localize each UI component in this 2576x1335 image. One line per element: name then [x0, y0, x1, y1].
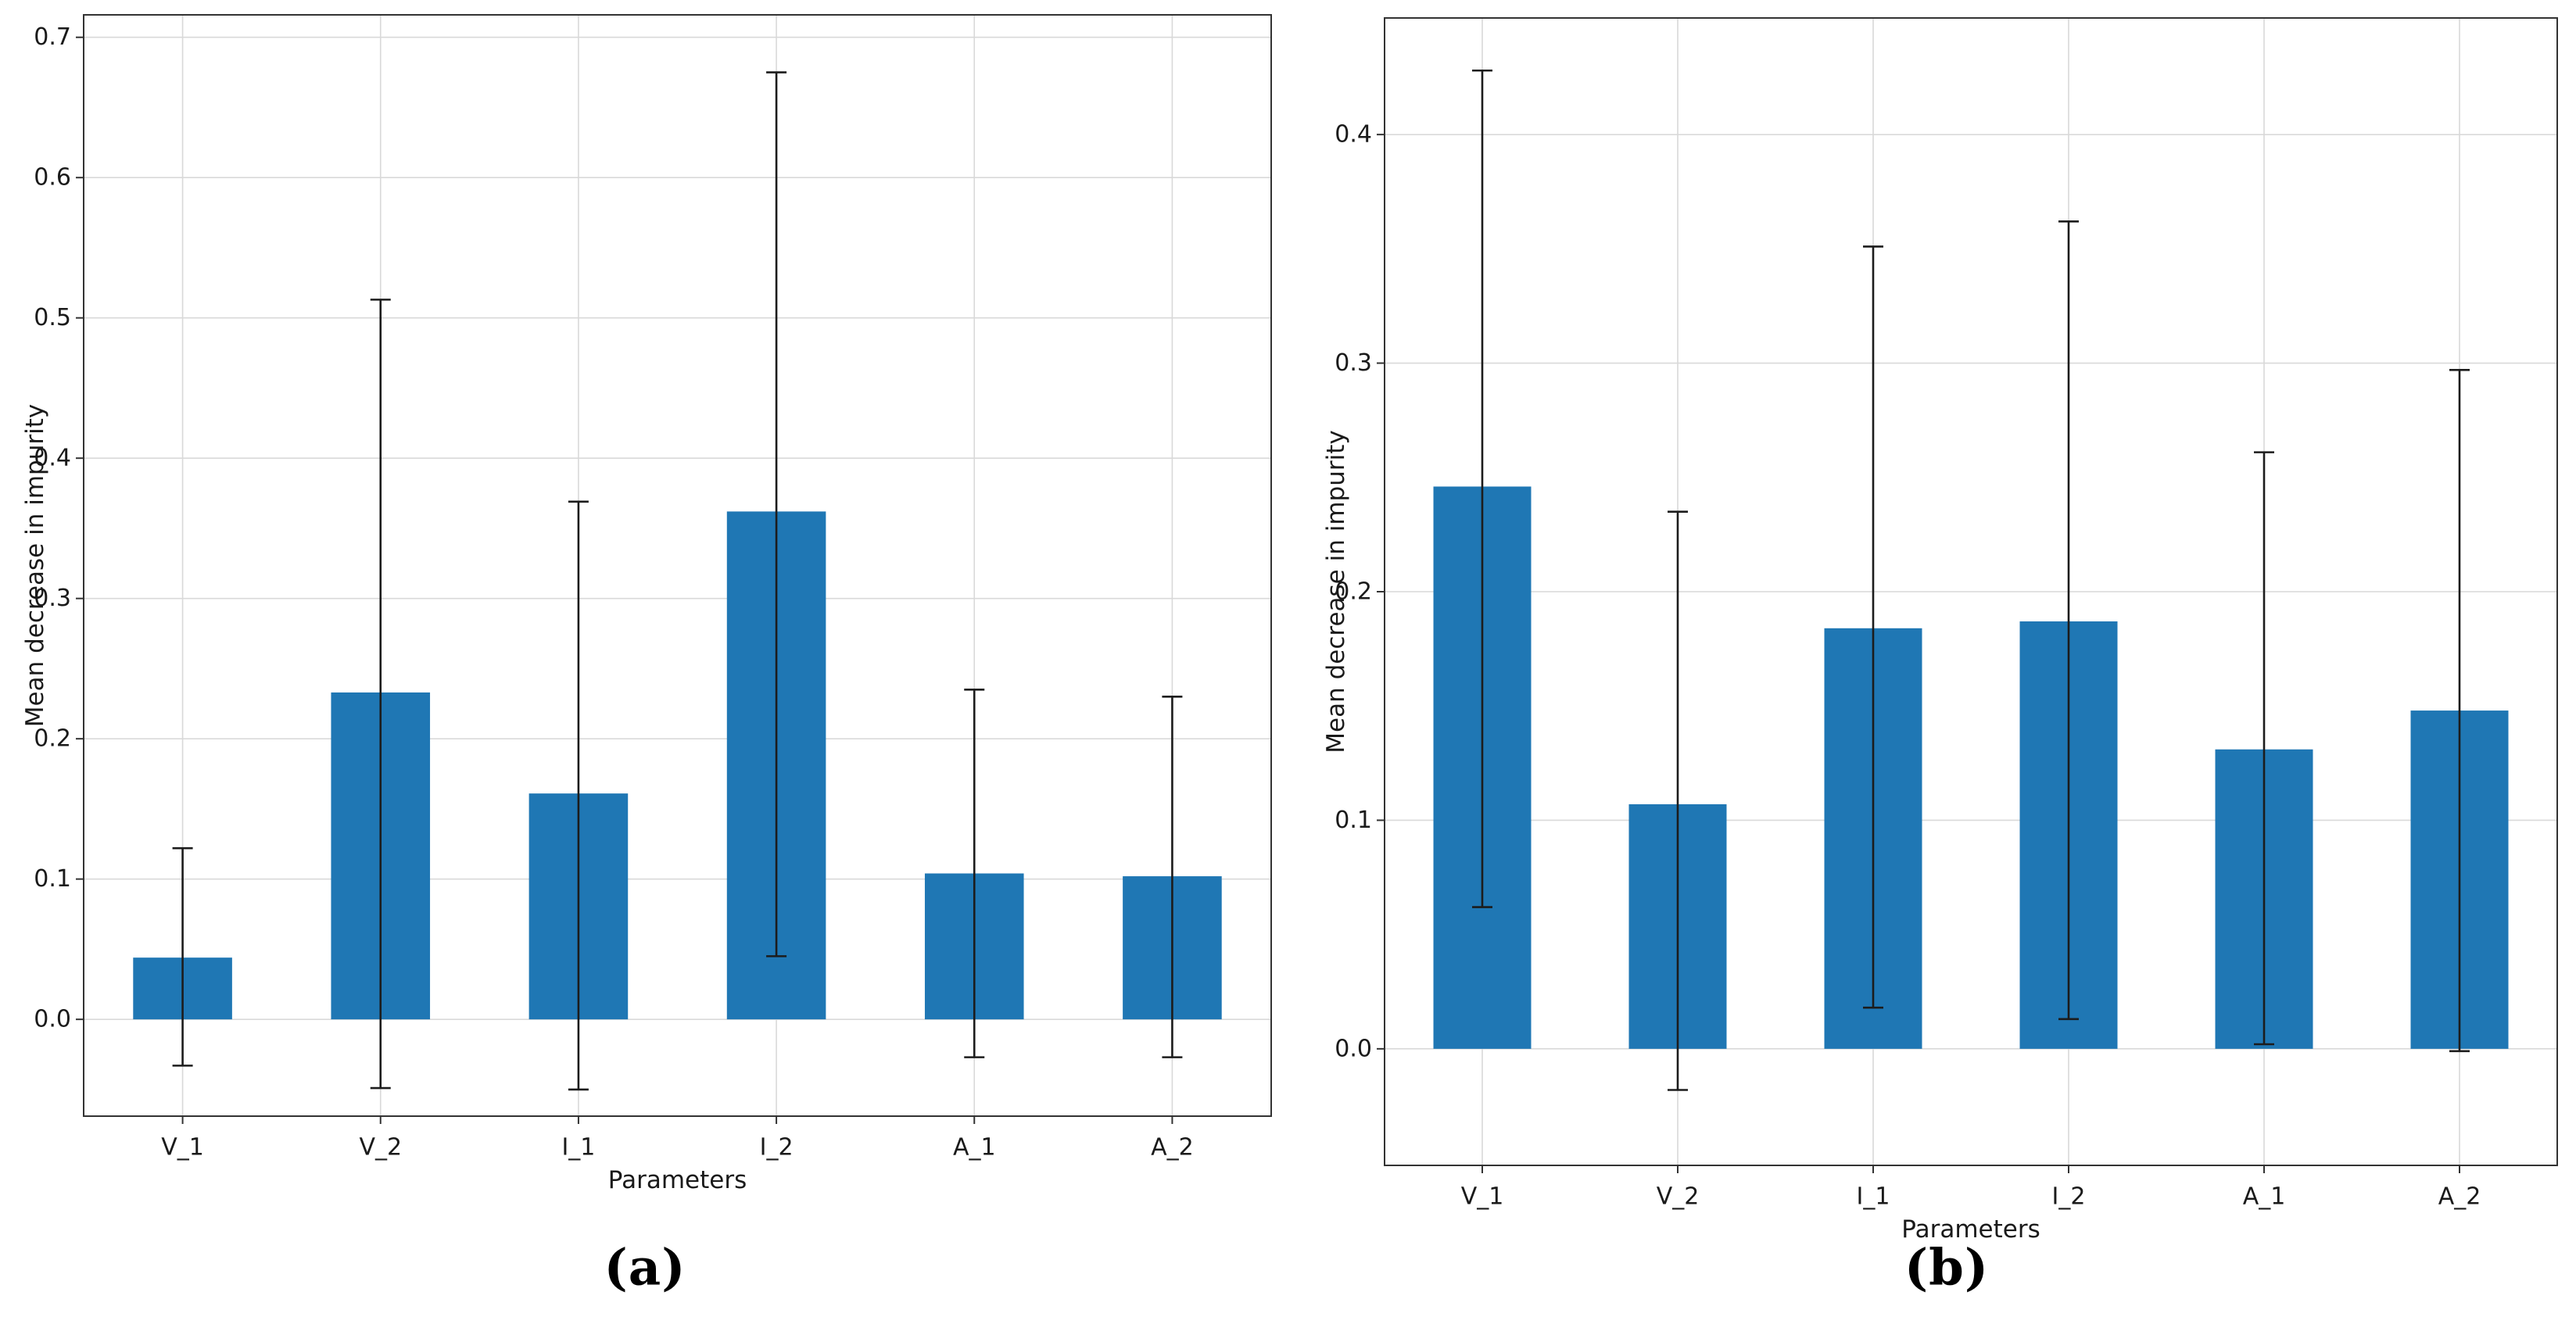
ytick-label: 0.2	[1335, 578, 1372, 606]
xtick-label-V_2: V_2	[359, 1134, 402, 1161]
xtick-label-V_1: V_1	[1461, 1183, 1504, 1211]
tick-labels-a: 0.0 0.1 0.2 0.3 0.4 0.5 0.6 0.7 V_1 V_2 I_1 I_2 A_1 A…	[34, 23, 1193, 1161]
xtick-label-I_2: I_2	[760, 1134, 794, 1161]
ytick-label: 0.2	[34, 725, 71, 753]
ytick-label: 0.0	[34, 1006, 71, 1033]
panel-b: 0.0 0.1 0.2 0.3 0.4 V_1 V_2 I_1 I_2 A_1 A_2 Paramet…	[1322, 17, 2558, 1244]
xtick-label-V_2: V_2	[1657, 1183, 1700, 1211]
xtick-label-I_1: I_1	[1857, 1183, 1890, 1211]
ticks-a	[76, 36, 1173, 1124]
ylabel-a: Mean decrease in impurity	[21, 404, 49, 727]
ytick-label: 0.4	[34, 445, 71, 472]
ytick-label: 0.1	[34, 865, 71, 893]
xtick-label-V_1: V_1	[161, 1134, 204, 1161]
xtick-label-I_1: I_1	[561, 1134, 595, 1161]
error-bars-b	[1472, 69, 2470, 1091]
xtick-label-A_1: A_1	[2243, 1183, 2286, 1211]
caption-panel-a: (a)	[604, 1238, 686, 1297]
xlabel-b: Parameters	[1901, 1215, 2040, 1244]
xtick-label-I_2: I_2	[2052, 1183, 2086, 1211]
ytick-label: 0.3	[1335, 349, 1372, 377]
error-bars-a	[172, 71, 1183, 1091]
ylabel-b: Mean decrease in impurity	[1322, 430, 1350, 753]
ytick-label: 0.7	[34, 23, 71, 51]
xtick-label-A_2: A_2	[2438, 1183, 2481, 1211]
ytick-label: 0.0	[1335, 1035, 1372, 1062]
axes-box-a	[83, 14, 1272, 1117]
xtick-label-A_1: A_1	[953, 1134, 996, 1161]
ytick-label: 0.5	[34, 304, 71, 331]
xtick-label-A_2: A_2	[1151, 1134, 1194, 1161]
panel-a: 0.0 0.1 0.2 0.3 0.4 0.5 0.6 0.7 V_1 V_2 I_1 I_2 A_1 A…	[21, 14, 1272, 1194]
ytick-label: 0.4	[1335, 121, 1372, 149]
ytick-label: 0.1	[1335, 807, 1372, 834]
tick-labels-b: 0.0 0.1 0.2 0.3 0.4 V_1 V_2 I_1 I_2 A_1 A_2	[1335, 121, 2481, 1211]
xlabel-a: Parameters	[608, 1166, 747, 1194]
caption-panel-b: (b)	[1904, 1238, 1990, 1297]
plot-area-a	[84, 15, 1271, 1116]
ytick-label: 0.3	[34, 585, 71, 612]
ticks-b	[1377, 134, 2460, 1173]
ytick-label: 0.6	[34, 164, 71, 191]
